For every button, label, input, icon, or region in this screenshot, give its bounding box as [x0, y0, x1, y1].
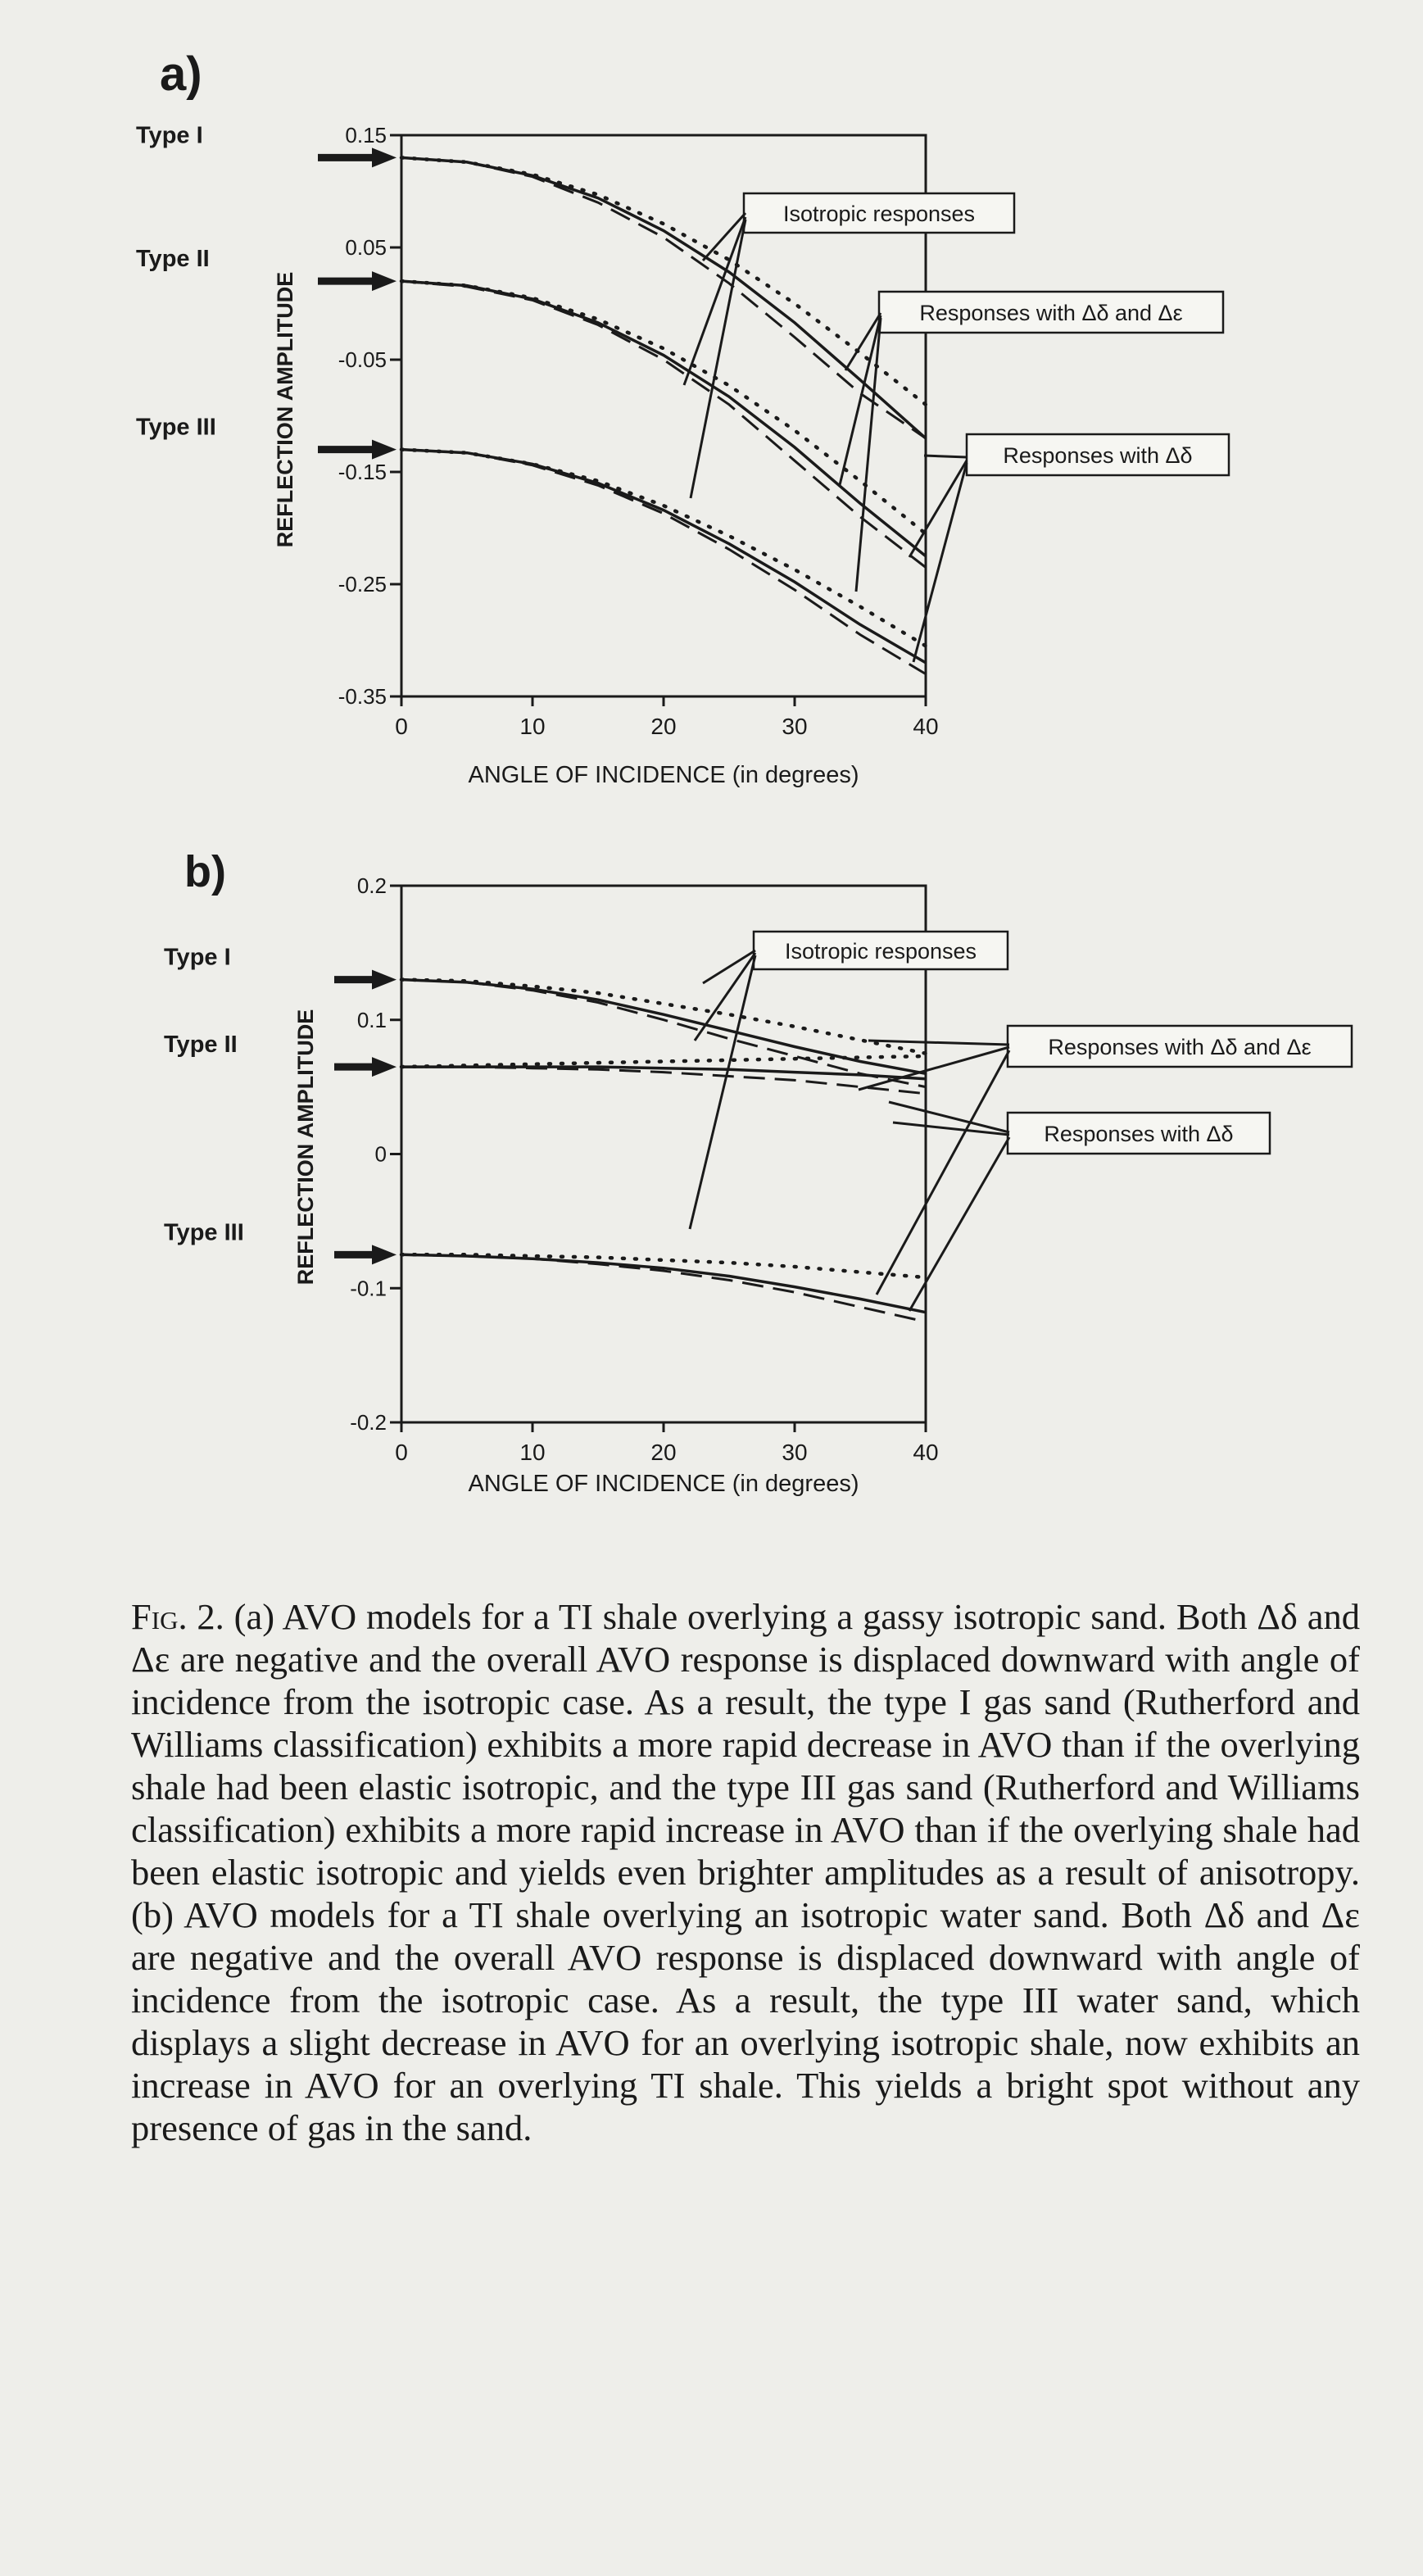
chart-panel-b: b) 0.20.10-0.1-0.2 0 10 20 30 40 Type IType … — [0, 828, 1423, 1524]
x-tick-label: 20 — [650, 714, 676, 739]
arrow-line — [859, 1047, 1009, 1090]
y-axis-label-a: REFLECTION AMPLITUDE — [273, 272, 297, 548]
type-label: Type II — [136, 246, 210, 272]
series-line-isotropic — [401, 281, 926, 533]
x-tick-label: 0 — [395, 714, 408, 739]
type-labels-b: Type I Type II Type III — [164, 945, 397, 1265]
arrow-line — [868, 1041, 1009, 1045]
type-arrow-head — [372, 147, 397, 167]
annotation-dd-b: Responses with Δδ — [1008, 1113, 1270, 1154]
arrow-line — [909, 460, 967, 557]
arrow-line — [913, 463, 967, 662]
x-ticks-b: 0 10 20 30 40 — [395, 1422, 938, 1465]
type-label: Type III — [136, 415, 216, 441]
type-arrow-head — [372, 1245, 397, 1264]
x-tick-label: 30 — [782, 714, 807, 739]
series-line-delta-delta-epsilon — [401, 1254, 926, 1322]
x-tick-label: 10 — [519, 714, 545, 739]
y-ticks-b: 0.2 0.1 0 -0.1 -0.2 — [350, 873, 401, 1435]
annotation-text: Responses with Δδ — [1044, 1122, 1233, 1146]
type-arrow-head — [372, 440, 397, 460]
annotation-text: Isotropic responses — [785, 939, 977, 964]
annotation-text: Responses with Δδ — [1003, 443, 1192, 468]
x-tick-label: 0 — [395, 1440, 408, 1465]
caption-label: Fig. 2. — [131, 1596, 224, 1637]
annotation-text: Responses with Δδ and Δε — [1048, 1035, 1311, 1059]
y-tick-label: 0 — [375, 1142, 387, 1167]
panel-label-b: b) — [184, 847, 226, 896]
arrow-line — [840, 315, 881, 485]
chart-panel-a: a) 0.15 0.05 -0.05 -0.15 -0.25 -0.35 0 10 20 30 4… — [0, 0, 1423, 819]
series-line-delta-delta-epsilon — [401, 450, 926, 674]
y-tick-label: 0.05 — [345, 235, 387, 260]
y-tick-label: -0.35 — [338, 684, 387, 709]
series-line-isotropic — [401, 980, 926, 1054]
annotation-dd-a: Responses with Δδ — [967, 434, 1229, 475]
x-axis-label-b: ANGLE OF INCIDENCE (in degrees) — [468, 1471, 859, 1497]
panel-label-a: a) — [160, 48, 202, 101]
series-line-delta-delta — [401, 980, 926, 1074]
arrow-line — [909, 1137, 1009, 1311]
x-tick-label: 30 — [782, 1440, 807, 1465]
annotation-arrows-b — [690, 950, 1009, 1311]
x-tick-label: 10 — [519, 1440, 545, 1465]
y-tick-label: 0.15 — [345, 123, 387, 147]
series-line-isotropic — [401, 1254, 926, 1277]
y-tick-label: 0.1 — [357, 1008, 387, 1032]
y-tick-label: -0.2 — [350, 1410, 387, 1435]
annotation-dd-de-b: Responses with Δδ and Δε — [1008, 1026, 1352, 1067]
x-tick-label: 40 — [913, 714, 938, 739]
y-axis-label-b: REFLECTION AMPLITUDE — [293, 1009, 318, 1286]
annotation-isotropic-b: Isotropic responses — [754, 932, 1008, 969]
type-label: Type II — [164, 1032, 238, 1058]
x-ticks-a: 0 10 20 30 40 — [395, 696, 938, 739]
type-label: Type I — [164, 945, 231, 971]
series-line-delta-delta — [401, 450, 926, 663]
x-tick-label: 20 — [650, 1440, 676, 1465]
y-tick-label: -0.15 — [338, 460, 387, 484]
type-labels-a: Type I Type II Type III — [136, 122, 397, 459]
arrow-line — [690, 955, 755, 1229]
series-b — [401, 980, 926, 1322]
annotation-text: Responses with Δδ and Δε — [919, 301, 1182, 325]
type-label: Type III — [164, 1219, 244, 1245]
arrow-line — [684, 217, 745, 385]
y-tick-label: -0.1 — [350, 1276, 387, 1300]
annotation-text: Isotropic responses — [783, 202, 975, 226]
figure-caption: Fig. 2. (a) AVO models for a TI shale ov… — [131, 1595, 1360, 2149]
y-ticks-a: 0.15 0.05 -0.05 -0.15 -0.25 -0.35 — [338, 123, 401, 709]
series-line-delta-delta-epsilon — [401, 281, 926, 567]
type-arrow-head — [372, 970, 397, 990]
annotation-dd-de-a: Responses with Δδ and Δε — [879, 292, 1223, 333]
series-line-delta-delta-epsilon — [401, 980, 926, 1087]
arrow-line — [924, 456, 967, 457]
caption-text: (a) AVO models for a TI shale overlying … — [131, 1596, 1360, 2148]
arrow-line — [703, 950, 755, 983]
annotation-isotropic-a: Isotropic responses — [744, 193, 1014, 233]
series-line-isotropic — [401, 1056, 926, 1067]
series-line-delta-delta — [401, 281, 926, 556]
y-tick-label: -0.05 — [338, 347, 387, 372]
series-a — [401, 157, 926, 673]
y-tick-label: 0.2 — [357, 873, 387, 898]
x-axis-label-a: ANGLE OF INCIDENCE (in degrees) — [468, 762, 859, 788]
type-label: Type I — [136, 122, 203, 148]
x-tick-label: 40 — [913, 1440, 938, 1465]
type-arrow-head — [372, 271, 397, 291]
type-arrow-head — [372, 1057, 397, 1077]
y-tick-label: -0.25 — [338, 572, 387, 596]
